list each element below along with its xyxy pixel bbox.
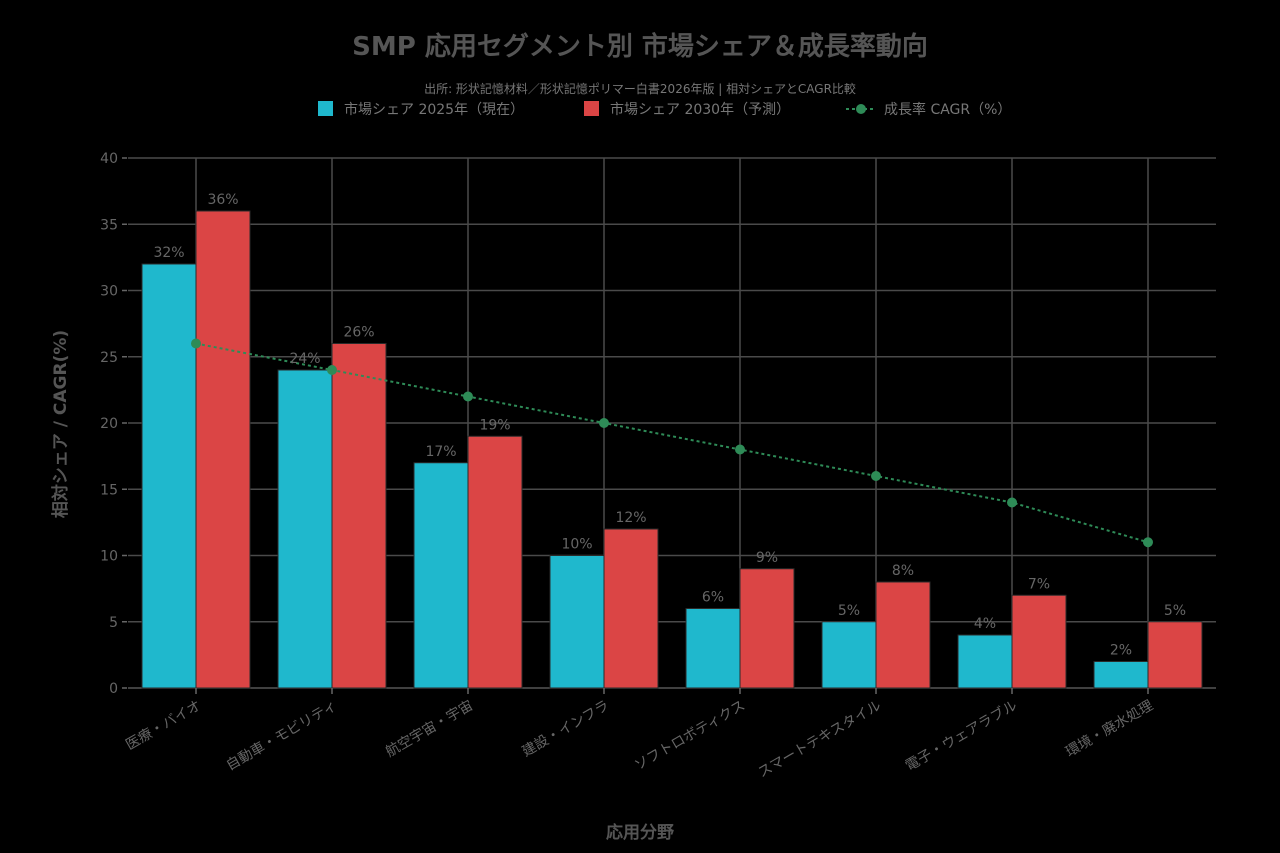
data-label-layer: 32% 24% 17% 10% 6% 5% 4% 2% 36% 26% 19% 12% 9% 8% 7% 5% [153,192,1186,659]
cagr-point-4 [735,444,745,455]
data-label-2025-3: 10% [561,537,592,553]
data-label-2030-7: 5% [1164,603,1186,619]
data-label-2030-0: 36% [207,192,238,208]
bar-2025-5 [821,621,877,689]
bar-2030-0 [195,210,251,689]
legend: 市場シェア 2025年（現在） 市場シェア 2030年（予測） 成長率 CAGR… [318,101,1011,118]
bar-2030-4 [739,568,795,689]
bar-2025-7 [1093,661,1149,689]
y-tick-label: 10 [100,549,118,565]
x-tick-label-5: スマートテキスタイル [755,698,884,781]
x-tick-label-3: 建設・インフラ [519,698,612,761]
x-axis-title: 応用分野 [606,822,674,843]
bar-2030-3 [603,528,659,689]
cagr-point-3 [599,418,609,428]
bar-2030-7 [1147,621,1203,689]
x-tick-label-6: 電子・ウェアラブル [902,697,1020,775]
legend-label-2030: 市場シェア 2030年（予測） [610,101,790,118]
data-label-2030-3: 12% [615,510,646,526]
data-label-2030-4: 9% [756,550,778,566]
x-tick-label-4: ソフトロボティクス [632,698,748,774]
y-tick-label: 0 [109,681,118,697]
y-tick-label: 5 [109,615,118,631]
bar-2030-6 [1011,594,1067,689]
cagr-point-7 [1143,537,1153,548]
bar-2025-6 [957,634,1013,689]
chart-title: SMP 応用セグメント別 市場シェア＆成長率動向 [352,31,928,62]
chart-subtitle: 出所: 形状記憶材料／形状記憶ポリマー白書2026年版 | 相対シェアとCAGR… [424,81,856,96]
x-tick-label-2: 航空宇宙・宇宙 [383,698,476,761]
data-label-2025-5: 5% [838,603,860,619]
y-tick-label: 20 [100,416,118,432]
legend-swatch-2030 [584,101,599,116]
y-tick-label: 25 [100,350,118,366]
data-label-2025-6: 4% [974,616,996,632]
legend-swatch-2025 [318,101,333,116]
y-tick-label: 35 [100,217,118,233]
data-label-2030-2: 19% [479,417,510,433]
cagr-point-6 [1007,497,1017,508]
y-axis-ticks: 0 5 10 15 20 25 30 35 40 [100,151,127,697]
bar-2025-4 [685,608,741,689]
x-tick-label-1: 自動車・モビリティ [223,697,340,774]
bar-2025-2 [413,462,469,689]
data-label-2025-1: 24% [289,351,320,367]
cagr-point-2 [463,391,473,402]
legend-label-2025: 市場シェア 2025年（現在） [344,101,524,118]
cagr-line-layer [191,338,1153,548]
y-tick-label: 30 [100,284,118,300]
bar-2025-0 [141,263,197,689]
data-label-2030-1: 26% [343,325,374,341]
bar-2030-2 [467,435,523,689]
y-tick-label: 15 [100,482,118,498]
y-tick-label: 40 [100,151,118,167]
bar-2030-1 [331,343,387,689]
y-axis-title: 相対シェア / CAGR(%) [50,330,71,518]
bar-2030-5 [875,581,931,689]
data-label-2030-5: 8% [892,563,914,579]
data-label-2025-7: 2% [1110,643,1132,659]
data-label-2025-4: 6% [702,590,724,606]
bar-2025-1 [277,369,333,689]
bar-layer [141,210,1203,689]
bar-2025-3 [549,555,605,689]
cagr-point-1 [327,365,337,375]
x-tick-label-0: 医療・バイオ [123,697,204,754]
data-label-2025-0: 32% [153,245,184,261]
x-tick-label-7: 環境・廃水処理 [1063,697,1156,761]
data-label-2030-6: 7% [1028,576,1050,592]
x-axis-ticks: 医療・バイオ 自動車・モビリティ 航空宇宙・宇宙 建設・インフラ ソフトロボティクス スマ… [123,688,1156,781]
legend-marker-cagr [856,104,866,114]
legend-label-cagr: 成長率 CAGR（%） [884,101,1011,118]
cagr-point-5 [871,471,881,481]
cagr-point-0 [191,338,201,349]
data-label-2025-2: 17% [425,444,456,460]
